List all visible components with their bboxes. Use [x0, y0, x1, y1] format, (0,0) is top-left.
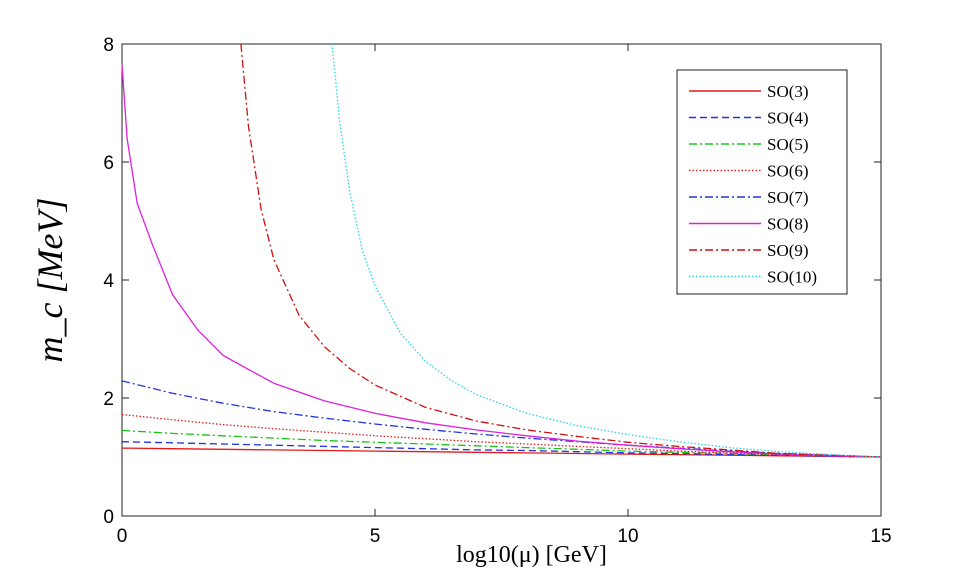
legend-label: SO(9)	[767, 241, 809, 260]
series-line-so8	[121, 64, 882, 458]
y-tick-label: 8	[103, 35, 114, 56]
legend-label: SO(4)	[767, 109, 809, 128]
x-tick-labels: 0 5 10 15	[117, 526, 892, 547]
y-axis-label: m_c [MeV]	[30, 198, 70, 363]
x-tick-label: 5	[370, 526, 381, 547]
legend-label: SO(7)	[767, 188, 809, 207]
y-tick-label: 2	[103, 389, 114, 410]
legend-label: SO(3)	[767, 82, 809, 101]
y-tick-label: 0	[103, 507, 114, 528]
series-line-so9	[240, 43, 882, 458]
legend-label: SO(6)	[767, 162, 809, 181]
x-tick-label: 0	[117, 526, 128, 547]
legend-label: SO(8)	[767, 215, 809, 234]
x-tick-label: 10	[617, 526, 638, 547]
series-layer	[121, 43, 882, 458]
series-line-so5	[121, 429, 882, 458]
series-line-so4	[121, 441, 882, 458]
y-tick-labels: 0 2 4 6 8	[103, 35, 114, 528]
x-tick-label: 15	[870, 526, 891, 547]
legend-box	[676, 69, 848, 295]
x-axis-label: log10(μ) [GeV]	[456, 542, 607, 568]
series-line-so6	[121, 413, 882, 458]
y-tick-label: 6	[103, 153, 114, 174]
axis-ticks	[121, 43, 882, 517]
legend: SO(3) SO(4) SO(5) SO(6) SO(7) SO(8) SO(9) SO(10…	[676, 69, 848, 295]
y-tick-label: 4	[103, 271, 114, 292]
series-line-so7	[121, 380, 882, 458]
legend-label: SO(5)	[767, 135, 809, 154]
legend-label: SO(10)	[767, 268, 817, 287]
